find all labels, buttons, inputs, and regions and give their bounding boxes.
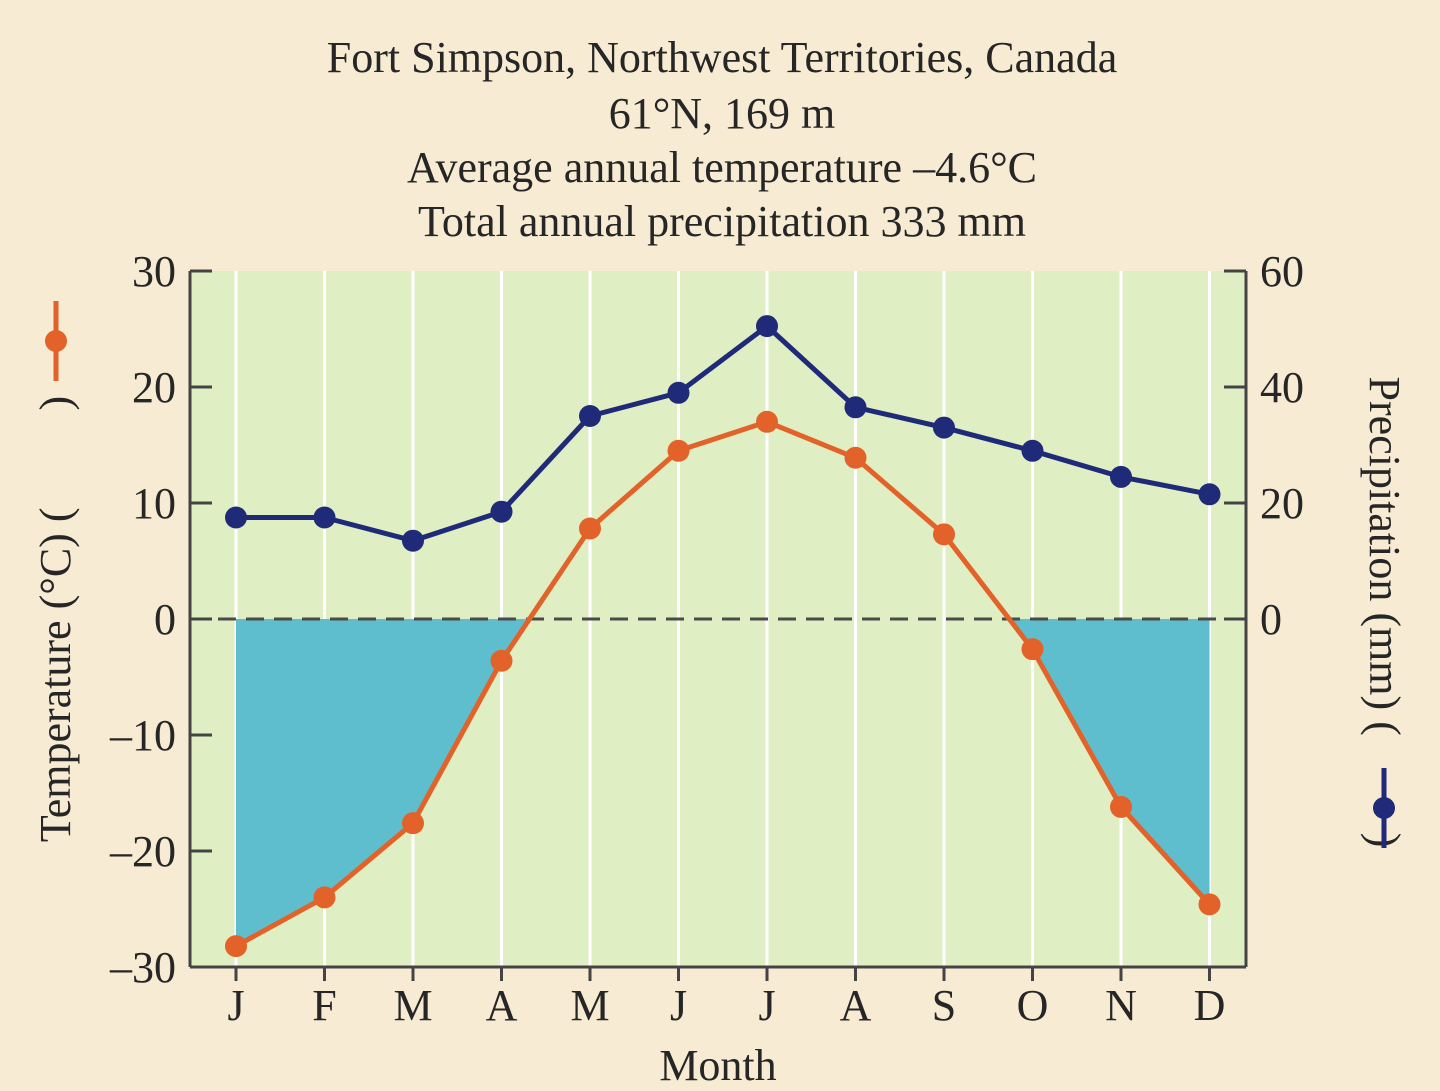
temperature-point	[490, 649, 513, 672]
precipitation-point	[579, 405, 601, 427]
title-line-total-precipitation: Total annual precipitation 333 mm	[418, 197, 1026, 246]
precipitation-point	[1198, 483, 1221, 506]
precipitation-series	[225, 315, 1221, 552]
temperature-series	[225, 410, 1221, 958]
x-tick-label: J	[758, 981, 775, 1030]
left-axis-title: Temperature (°C) ( )	[31, 301, 80, 842]
temperature-point	[1110, 795, 1132, 818]
temperature-point	[313, 886, 336, 909]
left-axis-title-close: )	[31, 396, 80, 411]
temperature-point	[1021, 638, 1044, 661]
right-tick-label: 20	[1260, 479, 1304, 528]
precipitation-legend-dot	[1373, 797, 1395, 819]
title-line-coordinates: 61°N, 169 m	[609, 89, 836, 138]
left-tick-label: 0	[154, 595, 176, 644]
precipitation-point	[225, 506, 247, 529]
temperature-point	[579, 517, 601, 540]
left-axis-ticks: 30 20 10 0 –10 –20 –30	[109, 247, 212, 992]
x-tick-label: F	[312, 981, 336, 1030]
x-tick-label: J	[227, 981, 244, 1030]
precipitation-point	[1021, 439, 1044, 462]
right-tick-label: 60	[1260, 247, 1304, 296]
right-axis-title-text: Precipitation (mm) (	[1360, 377, 1409, 736]
left-axis-title-text: Temperature (°C) (	[31, 508, 80, 843]
chart-title: Fort Simpson, Northwest Territories, Can…	[327, 33, 1117, 246]
x-tick-label: J	[670, 981, 687, 1030]
svg-text:Temperature (°C) ( ): Temperature (°C) ( )	[31, 396, 80, 842]
temperature-point	[225, 935, 247, 958]
x-tick-label: N	[1105, 981, 1137, 1030]
x-tick-label: S	[932, 981, 956, 1030]
x-tick-label: M	[570, 981, 609, 1030]
x-tick-label: O	[1017, 981, 1049, 1030]
x-tick-label: D	[1194, 981, 1226, 1030]
precipitation-legend-marker	[1373, 768, 1395, 848]
temperature-point	[667, 439, 690, 462]
left-tick-label: 20	[132, 363, 176, 412]
right-axis-ticks: 60 40 20 0	[1224, 247, 1304, 644]
precipitation-point	[402, 529, 424, 552]
x-tick-label: A	[840, 981, 872, 1030]
left-axis-legend-gap	[31, 411, 80, 422]
left-tick-label: 10	[132, 479, 176, 528]
precipitation-point	[933, 416, 955, 439]
right-tick-label: 0	[1260, 595, 1282, 644]
x-tick-label: M	[393, 981, 432, 1030]
precipitation-point	[844, 396, 867, 419]
right-tick-label: 40	[1260, 363, 1304, 412]
title-line-avg-temperature: Average annual temperature –4.6°C	[407, 143, 1037, 192]
precipitation-point	[1110, 465, 1132, 488]
x-tick-label: A	[486, 981, 518, 1030]
series-layer	[225, 315, 1221, 958]
temperature-legend-dot	[45, 330, 67, 352]
left-tick-label: 30	[132, 247, 176, 296]
temperature-point	[1198, 893, 1221, 916]
left-tick-label: –20	[109, 827, 176, 876]
precipitation-line	[236, 323, 1210, 544]
temperature-point	[756, 410, 778, 433]
temperature-point	[402, 812, 424, 835]
right-axis-title: Precipitation (mm) ( )	[1360, 377, 1409, 848]
precipitation-point	[667, 381, 690, 404]
precipitation-point	[756, 315, 778, 338]
temperature-point	[933, 523, 955, 546]
temperature-line	[234, 419, 1212, 949]
title-line-location: Fort Simpson, Northwest Territories, Can…	[327, 33, 1117, 82]
svg-text:Precipitation (mm) ( ): Precipitation (mm) ( )	[1360, 377, 1409, 848]
temperature-legend-marker	[45, 301, 67, 381]
left-tick-label: –30	[109, 943, 176, 992]
left-tick-label: –10	[109, 711, 176, 760]
precipitation-point	[313, 506, 336, 529]
precipitation-point	[490, 500, 513, 523]
temperature-point	[844, 446, 867, 469]
x-axis-title: Month	[659, 1041, 776, 1090]
